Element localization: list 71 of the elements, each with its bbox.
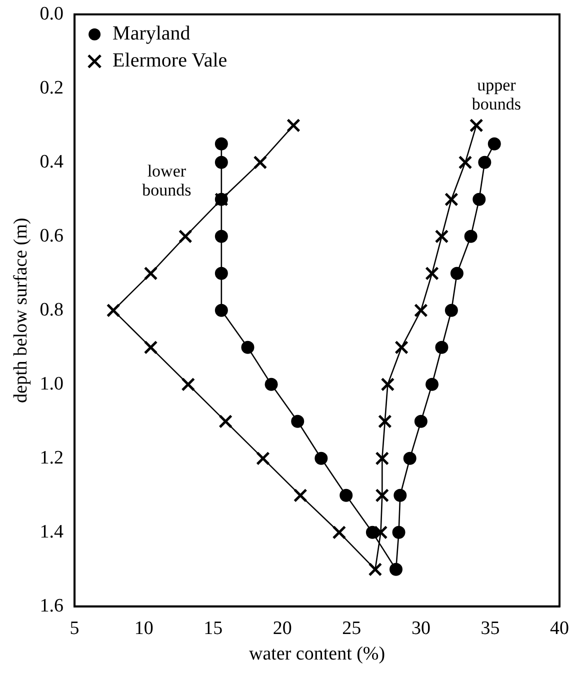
point [181, 377, 196, 392]
point [218, 414, 232, 428]
point [293, 488, 308, 502]
point [434, 229, 449, 244]
point [394, 340, 408, 354]
legend-label: Maryland [112, 22, 190, 45]
x-tick-label: 40 [550, 618, 569, 639]
point [214, 230, 228, 243]
point [368, 562, 382, 576]
point [478, 156, 492, 169]
point [380, 377, 395, 392]
point [256, 451, 270, 466]
point [392, 526, 406, 539]
point [488, 137, 501, 150]
x-tick-label: 35 [480, 618, 500, 639]
point [414, 303, 428, 318]
point [291, 414, 304, 428]
y-tick-label: 1.2 [40, 447, 64, 468]
x-tick-label: 10 [134, 618, 154, 639]
x-tick-label: 20 [272, 618, 292, 639]
point [472, 192, 486, 206]
point [394, 488, 407, 502]
point [378, 414, 392, 428]
point [403, 452, 416, 465]
point [214, 266, 228, 280]
point [435, 340, 448, 354]
point [264, 378, 278, 391]
x-tick-label: 15 [204, 618, 223, 639]
y-axis-title: depth below surface (m) [10, 218, 32, 403]
point [374, 525, 388, 540]
y-tick-label: 1.4 [40, 521, 64, 542]
point [366, 526, 379, 539]
point [458, 155, 472, 170]
point [425, 266, 439, 280]
point [426, 378, 439, 391]
x-tick-label: 25 [342, 618, 362, 639]
x-tick-label: 30 [411, 618, 430, 639]
point [144, 340, 158, 354]
point [253, 155, 268, 170]
point [314, 452, 328, 465]
point [144, 266, 158, 280]
y-tick-label: 0.4 [40, 151, 64, 172]
annotation: lower bounds [142, 162, 192, 200]
y-tick-label: 0.6 [40, 225, 64, 246]
point [390, 562, 403, 576]
point [332, 525, 346, 540]
point [375, 451, 390, 466]
point [106, 303, 120, 318]
point [214, 304, 228, 317]
y-tick-label: 1.0 [40, 373, 64, 394]
y-tick-label: 0.2 [40, 77, 64, 98]
y-tick-label: 0.8 [40, 299, 64, 320]
point [450, 266, 464, 280]
y-tick-label: 1.6 [40, 595, 64, 616]
point [464, 230, 478, 243]
point [286, 118, 300, 132]
point [214, 137, 228, 150]
point [444, 304, 458, 317]
legend-label: Elermore Vale [112, 50, 228, 72]
y-tick-label: 0.0 [40, 3, 64, 24]
point [444, 192, 458, 206]
point [340, 488, 353, 502]
x-tick-label: 5 [70, 618, 80, 639]
point [214, 156, 228, 169]
point [241, 340, 254, 354]
point [375, 488, 390, 502]
annotation: upper bounds [472, 76, 522, 114]
point [469, 118, 484, 132]
point [178, 229, 192, 244]
x-axis-title: water content (%) [248, 644, 386, 665]
point [414, 414, 428, 428]
